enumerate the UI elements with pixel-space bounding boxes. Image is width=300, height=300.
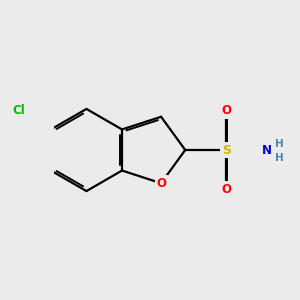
Text: S: S <box>222 143 231 157</box>
Text: O: O <box>221 182 231 196</box>
Text: Cl: Cl <box>13 104 25 118</box>
Text: O: O <box>221 104 231 118</box>
Text: H: H <box>275 153 284 163</box>
Text: H: H <box>275 139 284 148</box>
Text: O: O <box>156 177 166 190</box>
Text: N: N <box>262 143 272 157</box>
